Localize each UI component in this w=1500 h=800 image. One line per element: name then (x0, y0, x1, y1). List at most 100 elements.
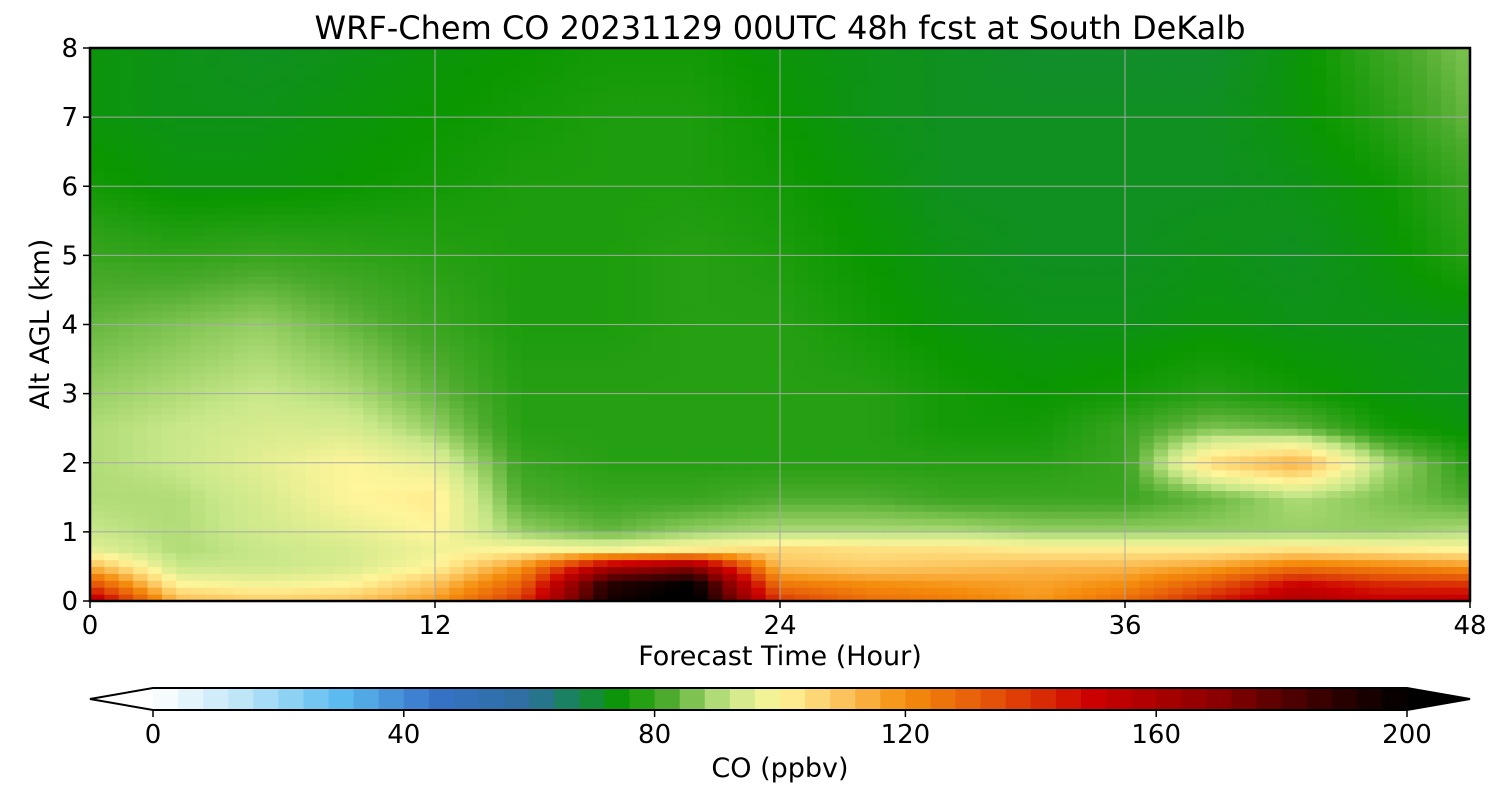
heatmap-cell (176, 303, 192, 312)
heatmap-cell (506, 338, 522, 346)
heatmap-cell (923, 455, 939, 464)
heatmap-cell (794, 573, 810, 581)
heatmap-cell (133, 490, 149, 498)
heatmap-cell (435, 518, 450, 526)
heatmap-cell (420, 379, 436, 388)
heatmap-cell (1110, 365, 1126, 374)
heatmap-cell (866, 594, 882, 601)
heatmap-cell (1240, 365, 1255, 374)
heatmap-cell (190, 262, 206, 270)
heatmap-cell (147, 504, 163, 512)
heatmap-cell (1038, 352, 1054, 360)
heatmap-cell (736, 276, 752, 284)
heatmap-cell (1067, 462, 1083, 471)
heatmap-cell (492, 448, 508, 457)
heatmap-cell (219, 490, 235, 498)
heatmap-cell (521, 379, 537, 388)
heatmap-cell (348, 255, 364, 263)
heatmap-cell (118, 504, 134, 512)
heatmap-cell (909, 393, 925, 402)
heatmap-cell (808, 241, 824, 250)
heatmap-cell (837, 462, 853, 471)
heatmap-cell (391, 269, 407, 277)
heatmap-cell (823, 559, 839, 568)
heatmap-cell (1441, 490, 1457, 498)
heatmap-cell (219, 524, 235, 533)
heatmap-cell (736, 262, 752, 270)
heatmap-cell (1196, 331, 1212, 339)
heatmap-cell (305, 414, 321, 422)
heatmap-cell (190, 241, 206, 250)
heatmap-cell (938, 469, 954, 478)
heatmap-cell (621, 552, 637, 561)
heatmap-cell (348, 372, 364, 381)
heatmap-cell (1225, 497, 1241, 505)
heatmap-cell (665, 352, 680, 360)
heatmap-cell (205, 276, 220, 284)
heatmap-cell (161, 538, 177, 547)
heatmap-cell (1426, 448, 1442, 457)
heatmap-cell (147, 476, 163, 485)
heatmap-cell (118, 289, 134, 298)
heatmap-cell (1081, 414, 1097, 422)
heatmap-cell (1383, 490, 1399, 498)
heatmap-cell (751, 442, 767, 450)
heatmap-cell (636, 476, 652, 485)
heatmap-cell (1067, 538, 1083, 547)
heatmap-cell (995, 469, 1011, 478)
heatmap-cell (621, 504, 637, 512)
heatmap-cell (636, 594, 652, 601)
heatmap-cell (276, 559, 292, 568)
heatmap-cell (1311, 518, 1327, 526)
heatmap-cell (1311, 552, 1327, 561)
heatmap-cell (1110, 345, 1126, 353)
heatmap-cell (1024, 317, 1040, 326)
heatmap-cell (1096, 483, 1112, 491)
heatmap-cell (1110, 379, 1126, 388)
heatmap-cell (118, 262, 134, 270)
heatmap-cell (736, 573, 752, 581)
heatmap-cell (1081, 483, 1097, 491)
heatmap-cell (248, 324, 264, 333)
heatmap-cell (981, 476, 997, 485)
heatmap-cell (895, 545, 910, 554)
heatmap-cell (205, 331, 220, 339)
heatmap-cell (492, 483, 508, 491)
heatmap-cell (722, 524, 738, 533)
heatmap-cell (1441, 317, 1457, 326)
heatmap-cell (449, 324, 465, 333)
heatmap-cell (880, 587, 896, 595)
heatmap-cell (550, 414, 565, 422)
heatmap-cell (1225, 255, 1241, 263)
heatmap-cell (923, 296, 939, 305)
heatmap-cell (1283, 262, 1299, 270)
heatmap-cell (1455, 303, 1470, 312)
heatmap-cell (837, 428, 853, 436)
heatmap-cell (1426, 255, 1442, 263)
heatmap-cell (679, 511, 695, 519)
heatmap-cell (693, 497, 709, 505)
heatmap-cell (1412, 476, 1428, 485)
heatmap-cell (161, 324, 177, 333)
heatmap-cell (377, 587, 393, 595)
heatmap-cell (895, 587, 910, 595)
heatmap-cell (1297, 448, 1313, 457)
heatmap-cell (435, 331, 450, 339)
heatmap-cell (1053, 442, 1069, 450)
heatmap-cell (1139, 545, 1155, 554)
heatmap-cell (909, 255, 925, 263)
heatmap-cell (794, 386, 810, 395)
heatmap-cell (1125, 462, 1140, 471)
heatmap-cell (981, 255, 997, 263)
heatmap-cell (952, 338, 968, 346)
heatmap-cell (1412, 573, 1428, 581)
heatmap-cell (550, 594, 565, 601)
heatmap-cell (564, 538, 580, 547)
heatmap-cell (262, 504, 278, 512)
heatmap-cell (837, 524, 853, 533)
heatmap-cell (1441, 400, 1457, 409)
heatmap-cell (276, 428, 292, 436)
heatmap-cell (938, 566, 954, 574)
heatmap-cell (363, 276, 379, 284)
heatmap-cell (1038, 248, 1054, 256)
